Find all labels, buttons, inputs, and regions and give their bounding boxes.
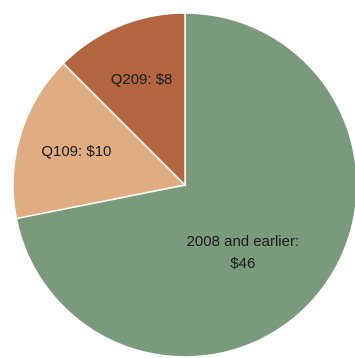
- data-label-line: Q109: $10: [41, 143, 111, 160]
- data-label-q209: Q209: $8: [111, 71, 173, 88]
- slices-layer: [12, 12, 355, 358]
- pie-slice-q209: [62, 12, 186, 187]
- data-label-2008-and-earlier: 2008 and earlier: $46: [187, 233, 300, 272]
- data-label-line: Q209: $8: [111, 71, 173, 88]
- data-label-q109: Q109: $10: [41, 143, 111, 160]
- pie-slice-q109: [12, 62, 187, 220]
- labels-layer: 2008 and earlier: $46 Q109: $10 Q209: $8: [41, 71, 299, 272]
- data-label-line: $46: [230, 255, 255, 272]
- data-label-line: 2008 and earlier:: [187, 233, 300, 250]
